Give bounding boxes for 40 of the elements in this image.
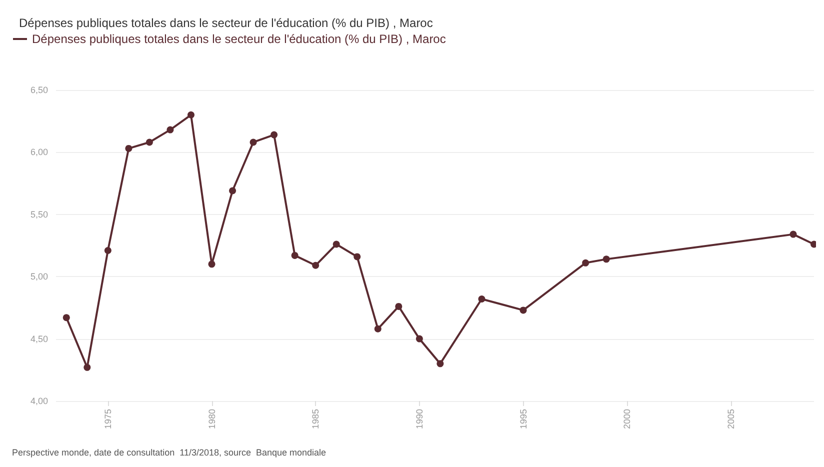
point xyxy=(291,252,298,259)
y-tick-label: 4,50 xyxy=(30,334,48,344)
point xyxy=(354,253,361,260)
point xyxy=(84,364,91,371)
point xyxy=(582,259,590,266)
point xyxy=(125,144,132,152)
y-tick-label: 6,00 xyxy=(30,147,48,158)
point xyxy=(250,138,257,146)
point xyxy=(270,131,278,138)
point xyxy=(146,138,153,146)
x-tick-label: 1975 xyxy=(102,409,113,430)
y-tick-label: 5,00 xyxy=(30,272,48,282)
point xyxy=(416,335,423,342)
point xyxy=(332,240,340,248)
point xyxy=(104,246,112,254)
legend-label: Dépenses publiques totales dans le secteur de l'éducation (% du PIB) , Maroc xyxy=(32,32,446,46)
x-tick-label: 1990 xyxy=(414,409,424,430)
text: Perspective monde, date de consultation 11/3/2018, source Banque mondiale xyxy=(12,448,326,458)
y-tick-label: 6,50 xyxy=(30,85,48,95)
point xyxy=(312,262,320,269)
x-tick-label: 2005 xyxy=(726,409,736,430)
x-tick-label: 1985 xyxy=(310,409,321,430)
point xyxy=(208,260,216,268)
y-tick-label: 4,00 xyxy=(30,396,48,406)
point xyxy=(790,230,797,238)
point xyxy=(602,256,610,263)
point xyxy=(166,126,174,134)
x-tick-label: 1980 xyxy=(206,409,217,430)
y-tick-label: 5,50 xyxy=(30,209,48,220)
point xyxy=(229,187,236,194)
x-tick-label: 1995 xyxy=(518,409,528,430)
point xyxy=(520,306,527,314)
point xyxy=(478,295,486,302)
point xyxy=(62,314,70,322)
point xyxy=(436,360,444,368)
point xyxy=(395,302,402,310)
point xyxy=(374,325,382,332)
chart-title: Dépenses publiques totales dans le secteur de l'éducation (% du PIB) , Maroc xyxy=(19,16,433,30)
x-tick-label: 2000 xyxy=(622,409,632,430)
point xyxy=(187,111,194,118)
